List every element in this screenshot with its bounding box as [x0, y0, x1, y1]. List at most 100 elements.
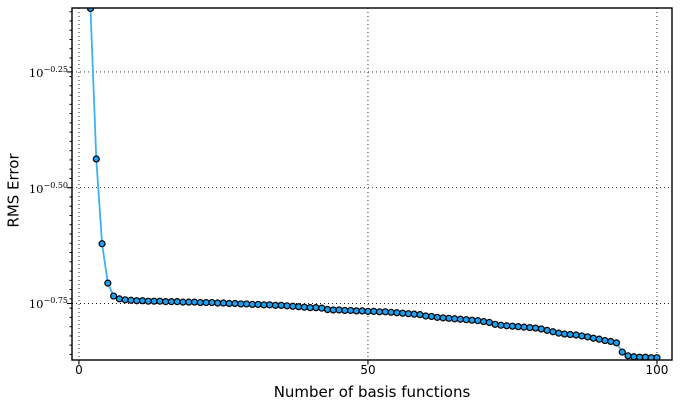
- data-point-marker: [607, 337, 615, 346]
- data-point-marker: [422, 312, 430, 320]
- data-point-marker: [595, 335, 603, 343]
- series-layer: [86, 8, 661, 360]
- data-point-marker: [318, 304, 326, 312]
- data-point-marker: [427, 312, 436, 321]
- y-tick-label: 10−0.75: [28, 296, 68, 312]
- data-point-marker: [179, 298, 187, 306]
- data-point-marker: [237, 300, 245, 308]
- data-point-marker: [451, 315, 459, 323]
- data-point-marker: [364, 307, 372, 315]
- data-point-marker: [98, 240, 106, 248]
- data-point-marker: [312, 304, 320, 312]
- data-point-marker: [572, 331, 580, 339]
- data-point-marker: [254, 300, 262, 309]
- data-point-marker: [144, 297, 152, 305]
- data-point-marker: [375, 308, 384, 316]
- data-point-marker: [566, 330, 574, 339]
- data-point-marker: [479, 317, 488, 326]
- data-point-marker: [104, 279, 112, 287]
- data-point-marker: [242, 300, 251, 308]
- data-point-marker: [121, 296, 129, 304]
- data-point-marker: [462, 316, 470, 324]
- data-point-marker: [173, 298, 181, 306]
- data-point-marker: [618, 348, 626, 356]
- data-point-marker: [531, 324, 540, 332]
- data-point-marker: [266, 301, 274, 309]
- data-point-marker: [358, 307, 366, 315]
- data-point-marker: [92, 155, 100, 163]
- data-point-marker: [110, 292, 118, 300]
- data-point-marker: [549, 328, 557, 336]
- data-point-marker: [190, 298, 199, 306]
- data-point-marker: [138, 297, 147, 305]
- data-point-marker: [410, 310, 418, 318]
- data-point-marker: [294, 303, 303, 311]
- data-point-marker: [208, 298, 216, 307]
- data-point-marker: [202, 298, 210, 307]
- major-ticks: [67, 71, 658, 365]
- y-tick-label: 10−0.25: [28, 64, 68, 80]
- data-point-marker: [260, 301, 268, 309]
- data-point-marker: [150, 297, 158, 305]
- data-point-marker: [612, 339, 621, 347]
- data-point-marker: [520, 323, 528, 331]
- data-point-marker: [508, 322, 517, 330]
- data-point-marker: [491, 320, 499, 328]
- data-point-marker: [341, 306, 349, 315]
- data-point-marker: [624, 352, 632, 360]
- data-point-marker: [439, 314, 447, 322]
- data-point-marker: [347, 306, 355, 315]
- data-point-marker: [514, 323, 522, 331]
- data-point-marker: [601, 336, 609, 345]
- data-point-marker: [578, 332, 586, 340]
- plot-area: [71, 7, 673, 361]
- data-point-marker: [133, 297, 141, 305]
- data-point-marker: [404, 310, 413, 318]
- series-line: [89, 8, 657, 359]
- data-point-marker: [196, 298, 204, 307]
- data-point-marker: [156, 297, 164, 305]
- data-point-marker: [560, 330, 569, 338]
- data-point-marker: [474, 317, 482, 325]
- data-point-marker: [653, 354, 661, 360]
- data-point-marker: [584, 333, 592, 341]
- data-point-marker: [485, 318, 493, 327]
- y-tick-label: 10−0.50: [28, 180, 68, 196]
- data-point-marker: [115, 295, 124, 303]
- data-point-marker: [416, 311, 424, 319]
- data-point-marker: [214, 299, 222, 307]
- data-point-marker: [503, 322, 511, 330]
- data-point-marker: [167, 298, 176, 306]
- data-point-marker: [248, 300, 256, 309]
- data-point-marker: [433, 313, 441, 321]
- data-point-marker: [306, 304, 314, 312]
- data-point-marker: [497, 321, 505, 329]
- data-point-marker: [387, 308, 395, 316]
- x-tick-label: 100: [645, 363, 669, 377]
- data-point-marker: [127, 296, 135, 304]
- x-tick-label: 50: [360, 363, 376, 377]
- data-point-marker: [329, 306, 337, 314]
- data-point-marker: [555, 329, 563, 337]
- data-point-marker: [456, 315, 465, 323]
- data-point-marker: [283, 302, 291, 310]
- data-point-marker: [543, 326, 551, 334]
- grid-layer: [72, 8, 672, 360]
- data-point-marker: [445, 314, 453, 322]
- data-point-marker: [185, 298, 193, 306]
- data-point-marker: [399, 309, 407, 317]
- data-point-marker: [381, 308, 389, 316]
- data-point-marker: [630, 353, 638, 360]
- data-point-marker: [393, 309, 401, 317]
- data-point-marker: [225, 299, 233, 308]
- data-point-marker: [335, 306, 343, 314]
- data-point-marker: [162, 298, 170, 306]
- data-point-marker: [352, 307, 360, 315]
- data-point-marker: [468, 316, 476, 324]
- x-axis-label: Number of basis functions: [273, 383, 471, 401]
- data-point-marker: [219, 299, 228, 307]
- data-point-marker: [271, 301, 280, 309]
- data-point-marker: [589, 334, 597, 342]
- x-tick-label: 0: [75, 363, 83, 377]
